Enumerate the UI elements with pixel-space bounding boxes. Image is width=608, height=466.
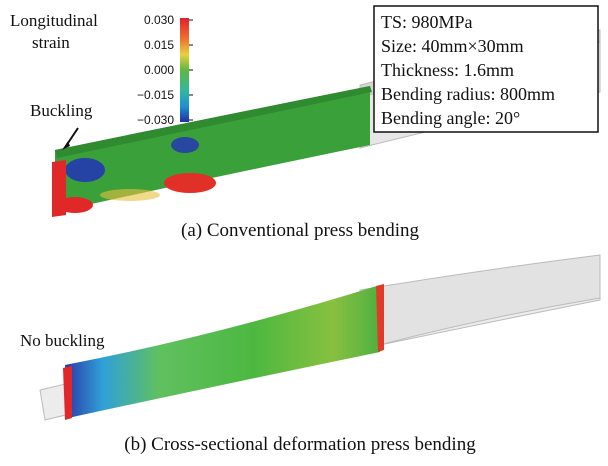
beam-b — [40, 255, 600, 420]
colorbar-tick-label: −0.015 — [137, 88, 174, 102]
spec-line: Bending radius: 800mm — [381, 84, 555, 104]
spec-line: TS: 980MPa — [381, 12, 473, 32]
spec-line: Thickness: 1.6mm — [381, 60, 514, 80]
colorbar-tick-label: 0.030 — [144, 13, 174, 27]
caption: (b) Cross-sectional deformation press be… — [124, 434, 476, 455]
colorbar-title: strain — [32, 33, 70, 52]
colorbar-tick-label: 0.015 — [144, 38, 174, 52]
annotation: No buckling — [20, 331, 105, 350]
spec-line: Bending angle: 20° — [381, 108, 520, 128]
caption: (a) Conventional press bending — [181, 220, 419, 241]
figure: Longitudinal strain Buckling (a) Convent… — [0, 0, 608, 466]
colorbar-tick-label: −0.030 — [137, 113, 174, 127]
colorbar — [180, 18, 189, 122]
colorbar-title: Longitudinal — [10, 11, 98, 30]
colorbar-tick-label: 0.000 — [144, 63, 174, 77]
spec-line: Size: 40mm×30mm — [381, 36, 524, 56]
annotation: Buckling — [30, 101, 93, 120]
